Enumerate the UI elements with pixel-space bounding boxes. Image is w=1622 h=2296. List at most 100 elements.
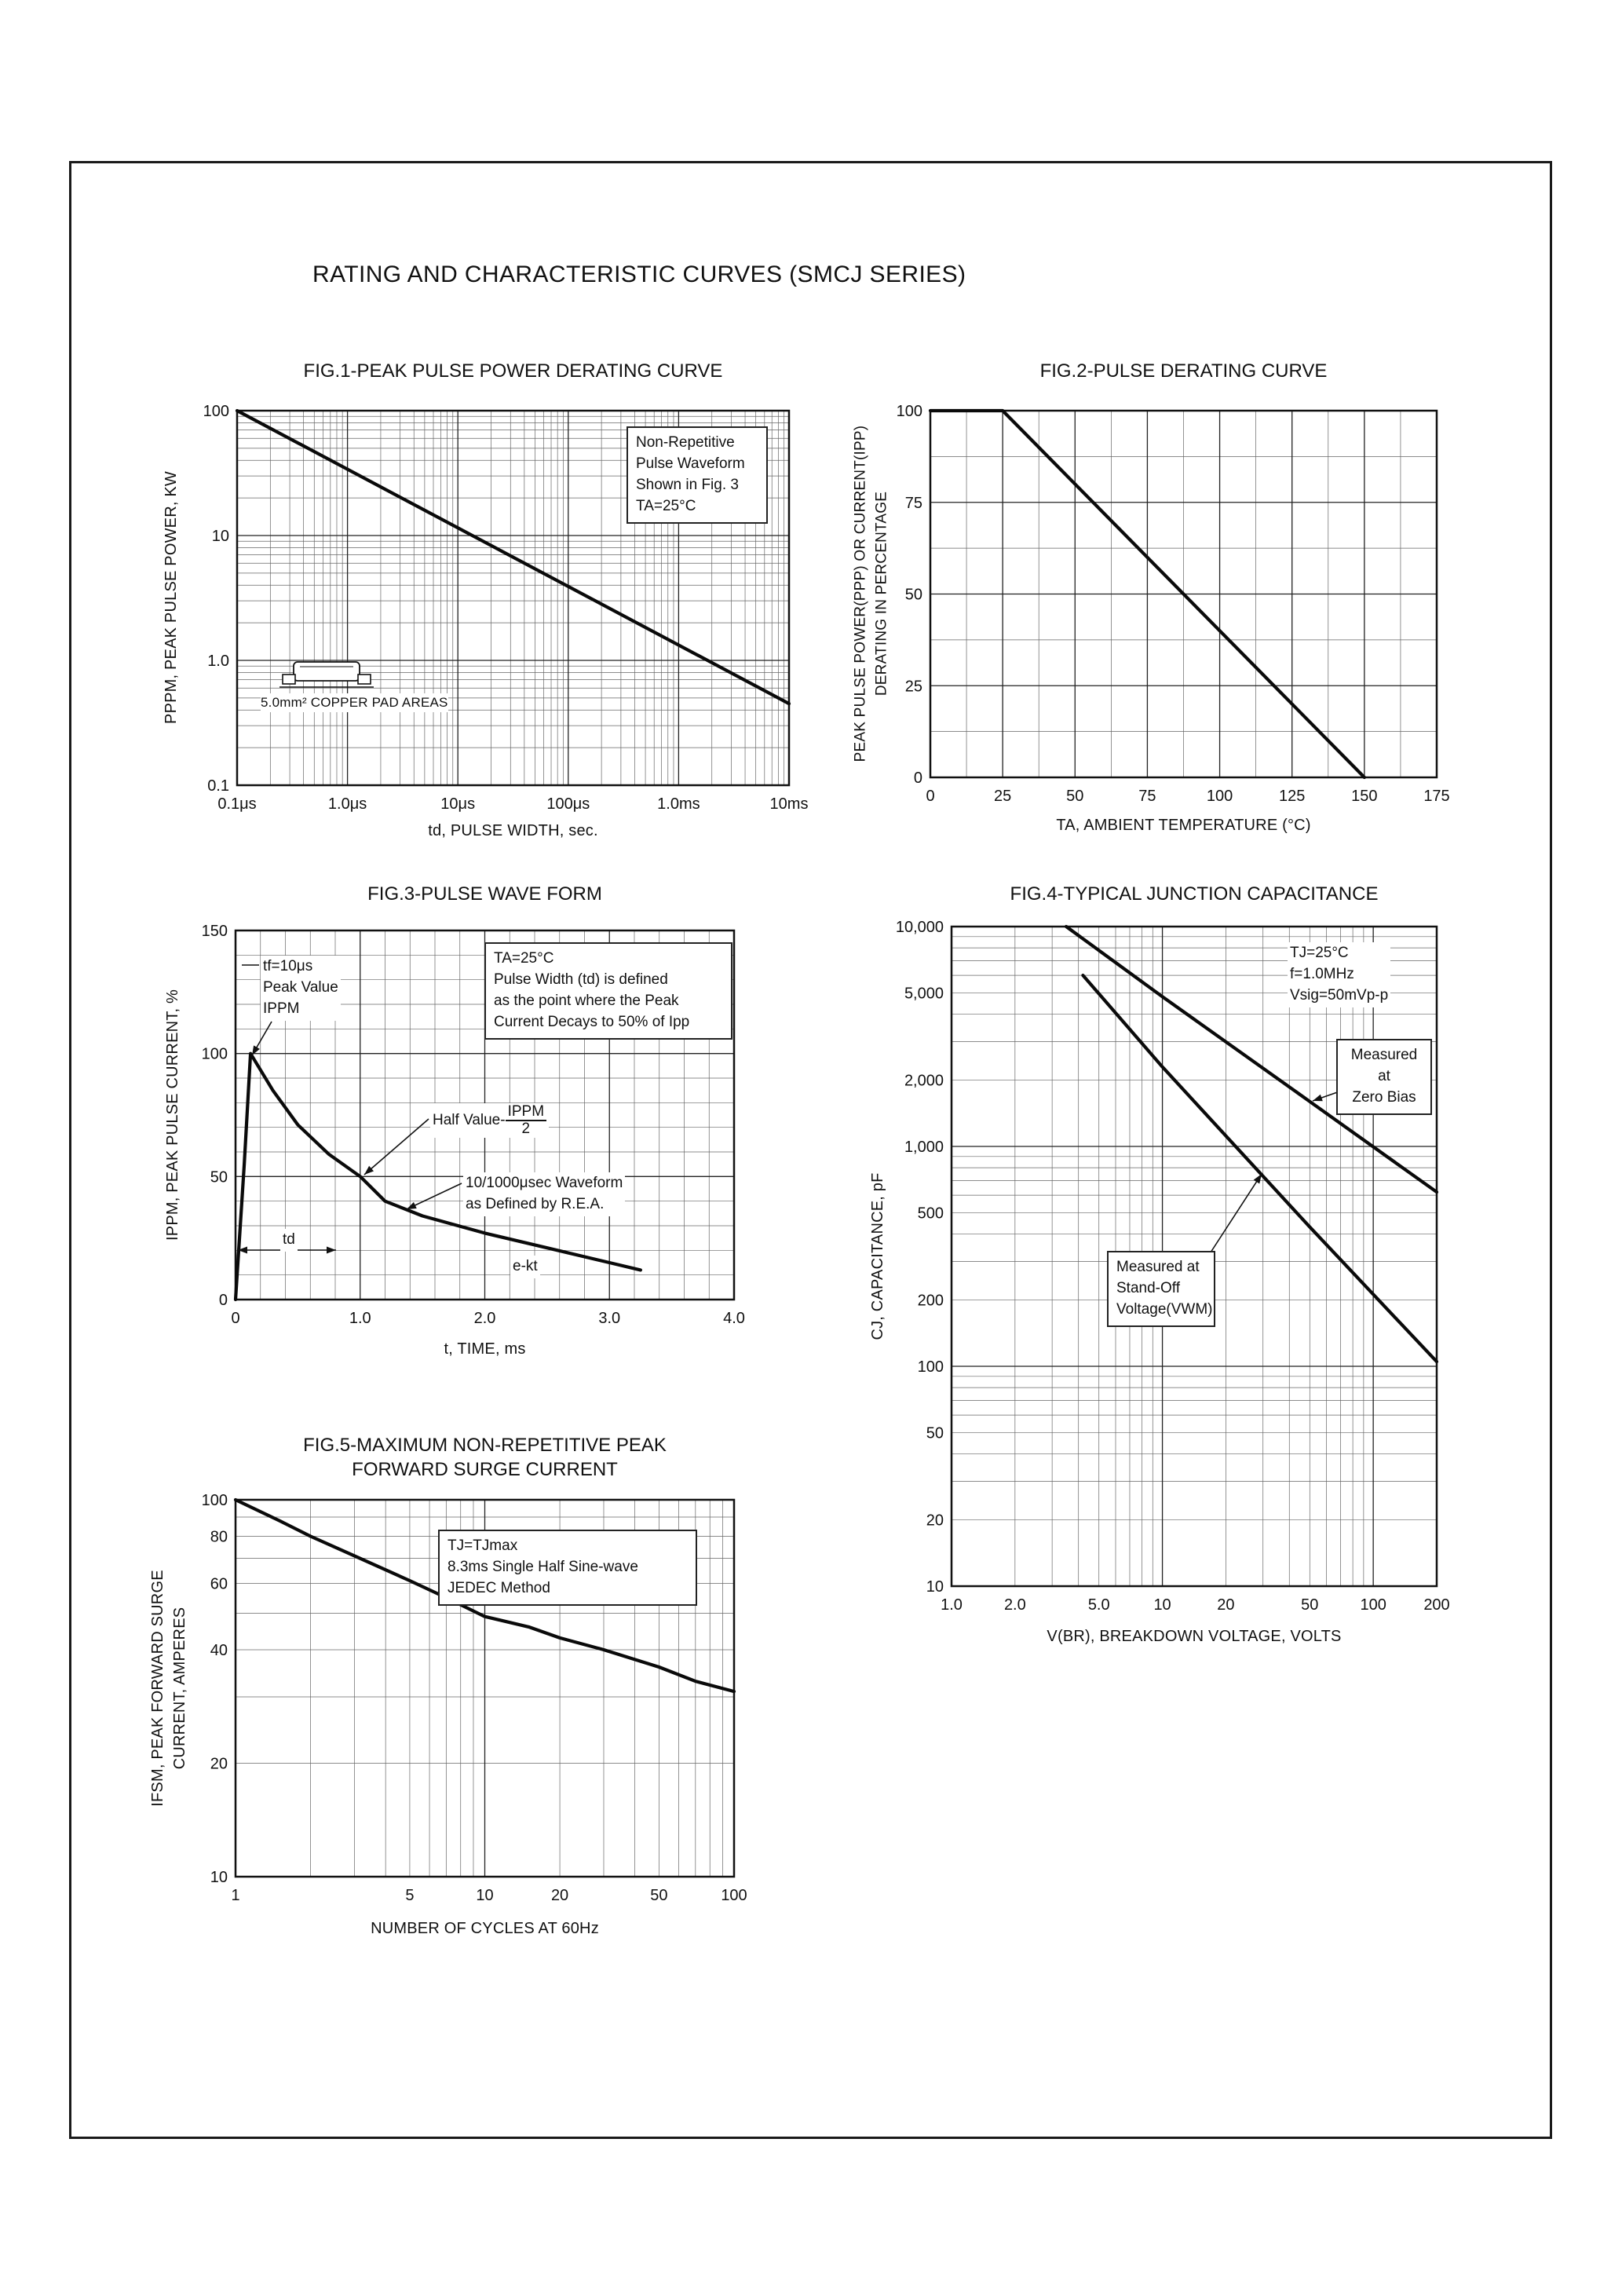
svg-text:5: 5 (405, 1887, 414, 1904)
fig1-y-axis-label: PPPM, PEAK PULSE POWER, KW (163, 471, 180, 724)
svg-text:10: 10 (212, 528, 229, 545)
fig3-half-value-prefix: Half Value- (433, 1111, 506, 1128)
svg-text:2.0: 2.0 (1004, 1596, 1026, 1614)
page-border-frame (69, 161, 1552, 2139)
fig3-half-value-fraction: IPPM 2 (505, 1104, 547, 1137)
svg-text:1.0ms: 1.0ms (657, 795, 700, 813)
svg-text:5.0: 5.0 (1088, 1596, 1110, 1614)
svg-text:1,000: 1,000 (904, 1139, 944, 1156)
fig4-y-axis-label: CJ, CAPACITANCE, pF (869, 1172, 886, 1340)
svg-text:4.0: 4.0 (723, 1310, 745, 1327)
svg-text:75: 75 (905, 495, 922, 512)
fig4-plot-svg: 1.0 2.0 5.0 10 20 50 100 200 10,000 5,000 2,000 1,0… (896, 919, 1450, 1614)
svg-text:0: 0 (914, 770, 922, 787)
svg-text:2.0: 2.0 (474, 1310, 496, 1327)
fig1-plot-svg: 0.1μs 1.0μs 10μs 100μs 1.0ms 10ms 100 10 1.0 0.1 (203, 403, 809, 813)
svg-text:100μs: 100μs (546, 795, 590, 813)
figure-5-forward-surge-current: 1 5 10 20 50 100 100 80 60 40 20 10 FIG.5-MAXIMUM N… (94, 1421, 840, 1971)
svg-text:5,000: 5,000 (904, 985, 944, 1002)
svg-text:100: 100 (1207, 788, 1233, 805)
svg-text:0.1μs: 0.1μs (217, 795, 256, 813)
svg-text:10,000: 10,000 (896, 919, 944, 936)
fig3-half-value-note: Half Value- IPPM 2 (430, 1103, 550, 1138)
fig4-x-axis-label: V(BR), BREAKDOWN VOLTAGE, VOLTS (1047, 1628, 1342, 1645)
fig4-zero-bias-note: Measured at Zero Bias (1336, 1039, 1432, 1115)
fig2-title: FIG.2-PULSE DERATING CURVE (1039, 360, 1328, 382)
svg-text:2,000: 2,000 (904, 1073, 944, 1090)
fig5-title: FIG.5-MAXIMUM NON-REPETITIVE PEAK FORWAR… (303, 1435, 667, 1481)
fig3-pulse-width-definition-note: TA=25°C Pulse Width (td) is defined as t… (484, 942, 732, 1040)
fig5-x-axis-label: NUMBER OF CYCLES AT 60Hz (371, 1920, 599, 1937)
fig3-half-value-denominator: 2 (521, 1120, 531, 1137)
fig3-td-label: td (280, 1229, 298, 1252)
svg-text:200: 200 (1423, 1596, 1449, 1614)
figure-2-pulse-derating: 0 25 50 75 100 125 150 175 100 75 50 25 0 FIG.2-PULS… (848, 349, 1594, 883)
page-title: RATING AND CHARACTERISTIC CURVES (SMCJ S… (312, 261, 966, 287)
svg-text:80: 80 (210, 1529, 228, 1546)
fig3-title: FIG.3-PULSE WAVE FORM (367, 883, 602, 905)
fig3-x-axis-label: t, TIME, ms (444, 1340, 526, 1358)
svg-text:10: 10 (476, 1887, 493, 1904)
fig2-x-axis-label: TA, AMBIENT TEMPERATURE (°C) (1056, 817, 1311, 834)
svg-text:125: 125 (1279, 788, 1305, 805)
fig5-plot-svg: 1 5 10 20 50 100 100 80 60 40 20 10 (202, 1492, 747, 1904)
svg-text:20: 20 (551, 1887, 568, 1904)
svg-text:60: 60 (210, 1575, 228, 1592)
svg-text:20: 20 (926, 1512, 944, 1530)
fig3-exponential-decay-label: e-kt (510, 1256, 540, 1278)
svg-text:0: 0 (231, 1310, 239, 1327)
svg-text:0: 0 (926, 788, 934, 805)
svg-text:20: 20 (210, 1756, 228, 1773)
fig5-conditions-note: TJ=TJmax 8.3ms Single Half Sine-wave JED… (438, 1530, 697, 1606)
svg-text:100: 100 (918, 1358, 944, 1376)
svg-text:175: 175 (1423, 788, 1449, 805)
svg-text:1.0: 1.0 (207, 653, 229, 670)
svg-text:1.0: 1.0 (349, 1310, 371, 1327)
svg-text:75: 75 (1138, 788, 1156, 805)
figure-4-junction-capacitance: 1.0 2.0 5.0 10 20 50 100 200 10,000 5,000 2,000 1,0… (848, 868, 1594, 1676)
fig4-title: FIG.4-TYPICAL JUNCTION CAPACITANCE (1010, 883, 1379, 905)
fig5-y-axis-label: IFSM, PEAK FORWARD SURGE CURRENT, AMPERE… (149, 1570, 188, 1807)
fig4-conditions-note: TJ=25°C f=1.0MHz Vsig=50mVp-p (1288, 942, 1391, 1007)
svg-text:20: 20 (1217, 1596, 1234, 1614)
fig1-conditions-note: Non-Repetitive Pulse Waveform Shown in F… (627, 426, 768, 524)
svg-text:50: 50 (905, 587, 922, 604)
fig3-waveform-note: 10/1000μsec Waveform as Defined by R.E.A… (463, 1172, 626, 1216)
svg-text:200: 200 (918, 1292, 944, 1310)
fig2-plot-svg: 0 25 50 75 100 125 150 175 100 75 50 25 0 (897, 403, 1450, 805)
svg-text:10μs: 10μs (440, 795, 475, 813)
svg-text:100: 100 (203, 403, 229, 420)
svg-text:25: 25 (994, 788, 1011, 805)
figure-1-peak-pulse-power-derating: 0.1μs 1.0μs 10μs 100μs 1.0ms 10ms 100 10 1.0 0.1 … (94, 349, 840, 883)
fig3-y-axis-label: IPPM, PEAK PULSE CURRENT, % (164, 989, 181, 1241)
svg-text:100: 100 (1360, 1596, 1386, 1614)
svg-text:10: 10 (1153, 1596, 1171, 1614)
fig1-copper-pad-note: 5.0mm² COPPER PAD AREAS (261, 693, 448, 713)
svg-text:50: 50 (210, 1168, 228, 1186)
figure-3-pulse-wave-form: 0 1.0 2.0 3.0 4.0 150 100 50 0 FIG.3-PULSE WAVE … (94, 868, 840, 1417)
svg-text:0.1: 0.1 (207, 777, 229, 795)
svg-text:10: 10 (210, 1869, 228, 1886)
svg-text:1.0μs: 1.0μs (328, 795, 367, 813)
svg-text:1.0: 1.0 (941, 1596, 963, 1614)
svg-text:150: 150 (1351, 788, 1377, 805)
fig3-peak-value-note: tf=10μs Peak Value IPPM (261, 956, 341, 1021)
svg-text:0: 0 (219, 1292, 228, 1309)
svg-text:100: 100 (202, 1492, 228, 1509)
svg-text:10: 10 (926, 1578, 944, 1596)
svg-text:150: 150 (202, 923, 228, 940)
svg-text:50: 50 (1301, 1596, 1318, 1614)
svg-text:25: 25 (905, 678, 922, 695)
svg-text:50: 50 (650, 1887, 667, 1904)
svg-text:1: 1 (231, 1887, 239, 1904)
svg-text:50: 50 (1066, 788, 1083, 805)
fig1-x-axis-label: td, PULSE WIDTH, sec. (428, 822, 598, 839)
svg-text:100: 100 (721, 1887, 747, 1904)
svg-text:100: 100 (202, 1046, 228, 1063)
fig3-half-value-numerator: IPPM (505, 1104, 547, 1121)
svg-text:500: 500 (918, 1205, 944, 1222)
fig2-y-axis-label: PEAK PULSE POWER(PPP) OR CURRENT(IPP) DE… (852, 425, 890, 762)
svg-text:10ms: 10ms (770, 795, 809, 813)
svg-text:40: 40 (210, 1642, 228, 1659)
